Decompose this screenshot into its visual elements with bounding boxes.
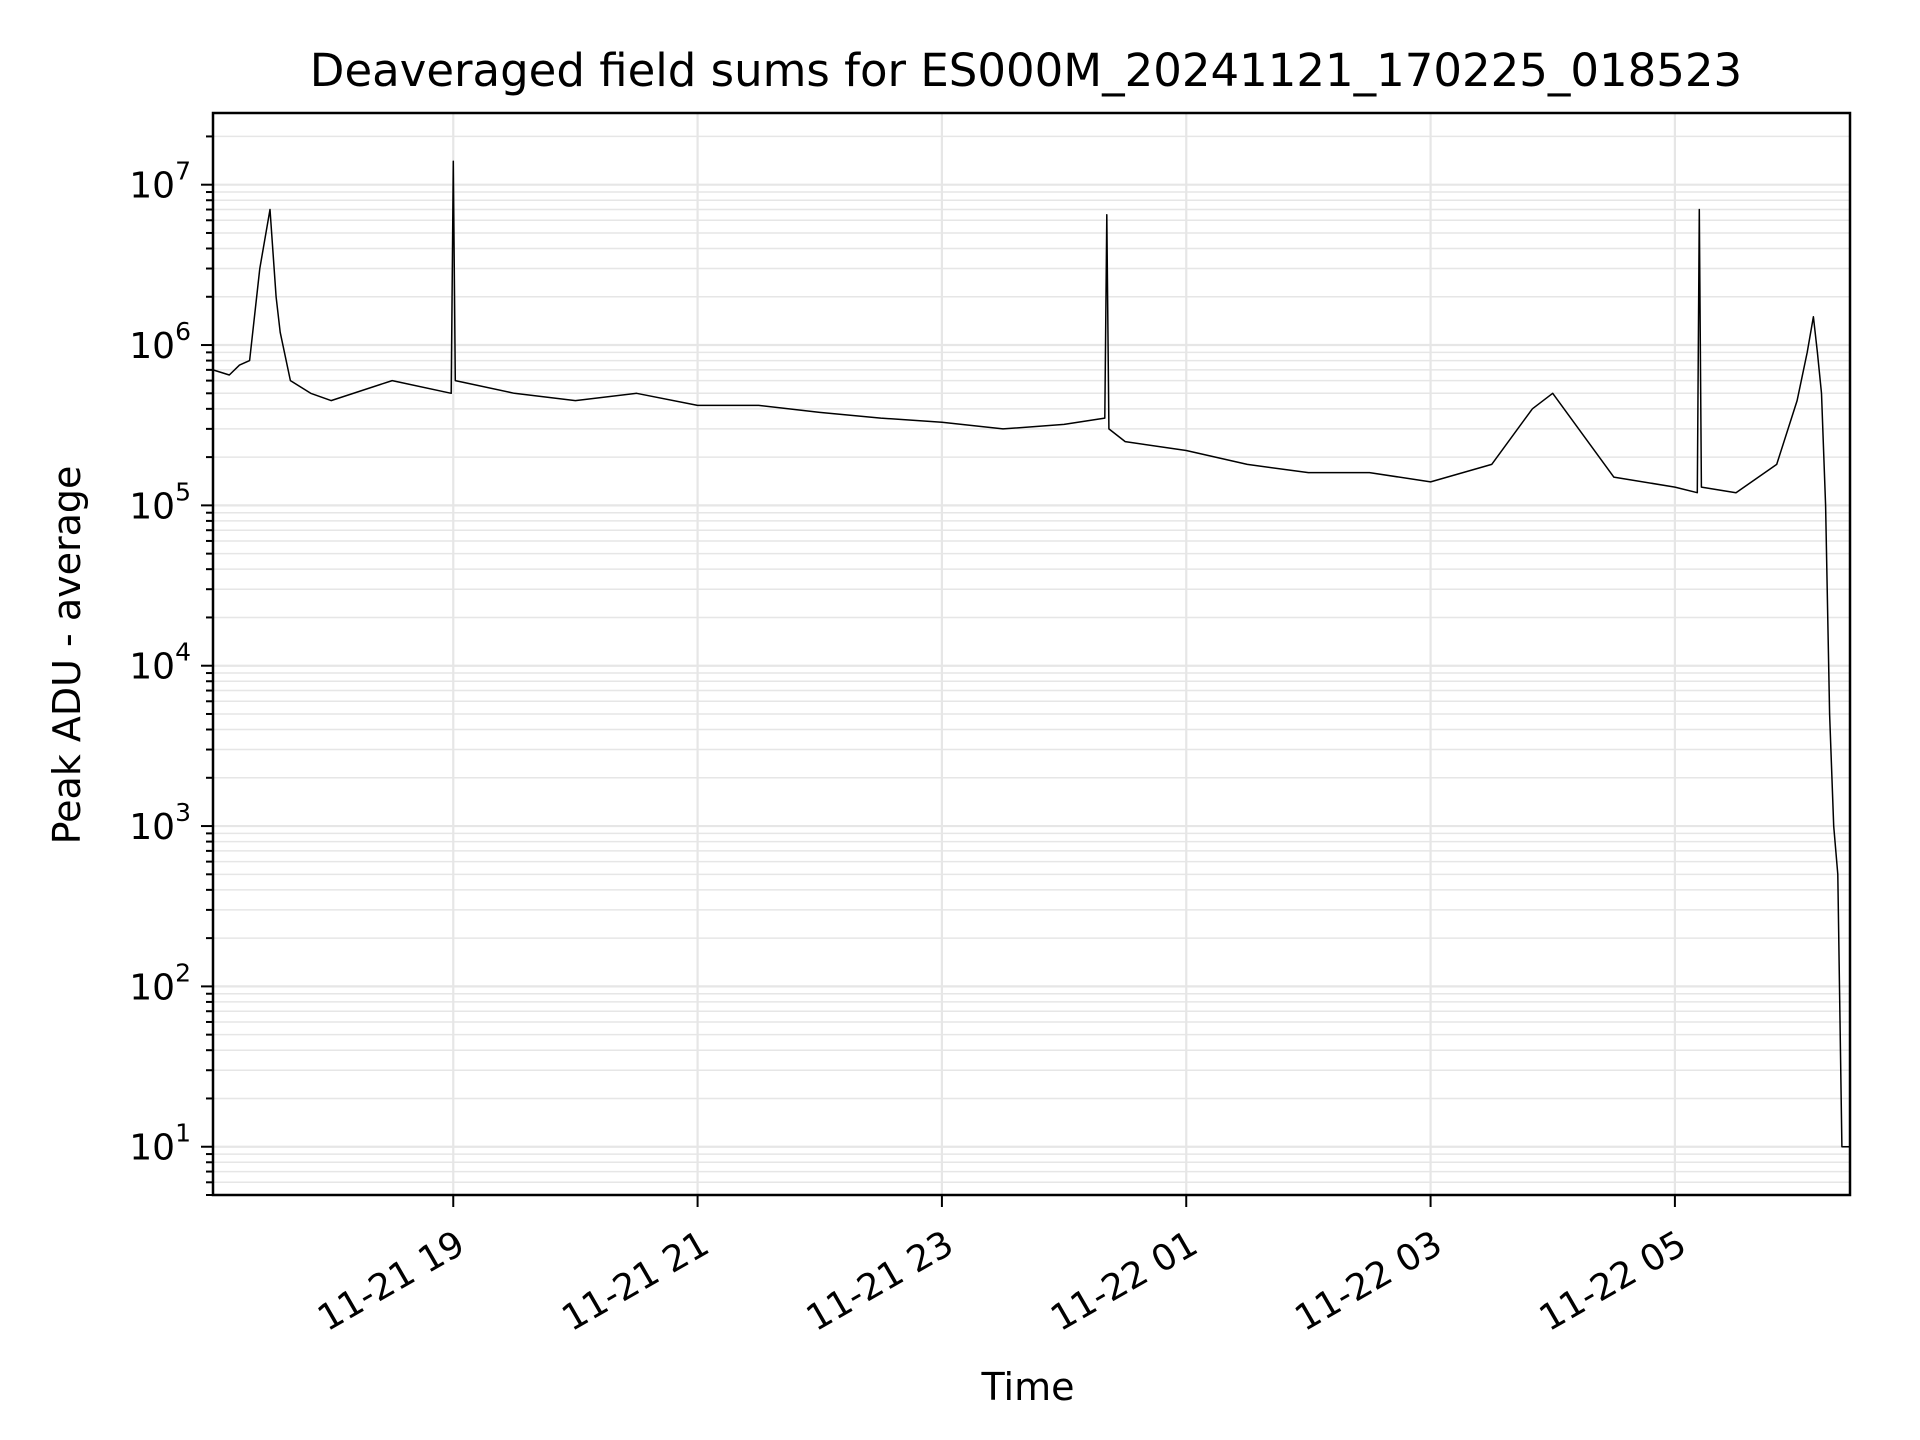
y-axis-label: Peak ADU - average [45, 466, 89, 845]
y-tick-label: 101 [129, 1119, 191, 1169]
series-line [212, 160, 1850, 1148]
y-axis-ticks: 101 102 103 104 105 106 107 [129, 135, 213, 1196]
y-tick-label: 105 [129, 477, 191, 527]
y-tick-label: 104 [129, 638, 191, 688]
y-tick-label: 102 [129, 958, 191, 1008]
x-axis-label: Time [981, 1365, 1075, 1409]
series-layer [212, 160, 1850, 1148]
grid-lines [213, 113, 1850, 1196]
x-tick-label: 11-22 01 [1044, 1223, 1205, 1339]
plot-frame [211, 111, 1852, 1197]
y-tick-label: 107 [129, 157, 191, 207]
y-tick-label: 106 [129, 317, 191, 367]
x-tick-label: 11-21 23 [800, 1223, 961, 1339]
x-tick-label: 11-21 19 [311, 1223, 472, 1339]
x-tick-label: 11-21 21 [555, 1223, 716, 1339]
x-tick-label: 11-22 03 [1288, 1223, 1449, 1339]
y-tick-label: 103 [129, 798, 191, 848]
chart-title: Deaveraged field sums for ES000M_2024112… [310, 44, 1742, 97]
x-axis-ticks: 11-21 19 11-21 21 11-21 23 11-22 01 11-22 03… [311, 1195, 1693, 1340]
x-tick-label: 11-22 05 [1533, 1223, 1694, 1339]
